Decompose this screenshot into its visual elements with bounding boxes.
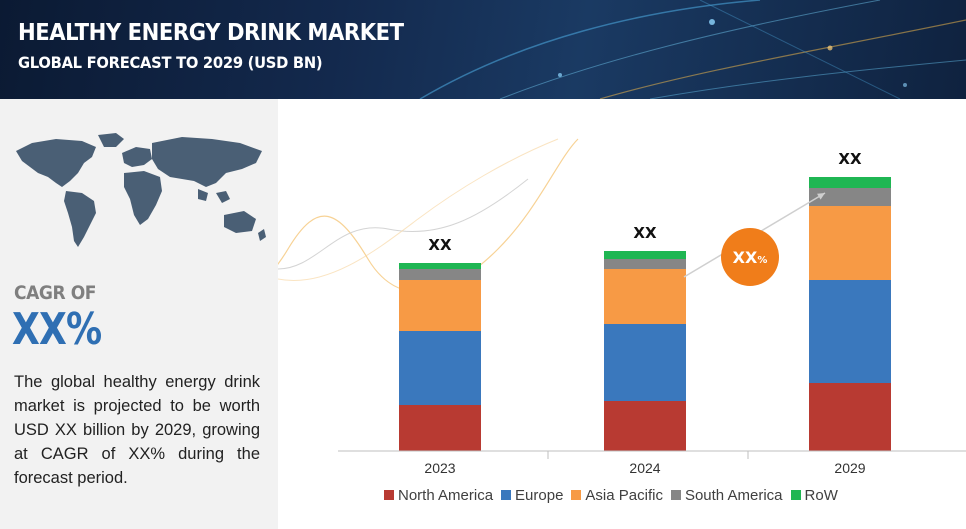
bar-2024-asia-pacific [604,269,686,324]
x-tick-2024: 2024 [629,460,660,476]
legend-swatch-asia-pacific [571,490,582,500]
total-label-2024: XX [633,224,657,242]
bar-2029-south-america [809,188,891,206]
bar-2023-south-america [399,269,481,280]
cagr-badge-value: XX [733,248,758,267]
legend-swatch-south-america [670,490,681,500]
left-info-panel: CAGR OF XX% The global healthy energy dr… [0,99,278,529]
legend-label-asia-pacific: Asia Pacific [585,486,663,504]
bar-2029-north-america [809,383,891,451]
bar-2023-north-america [399,405,481,451]
cagr-label: CAGR OF [14,282,97,304]
bar-2023-row [399,263,481,269]
chart-decorative-curves [278,138,579,293]
cagr-value: XX% [12,304,102,355]
cagr-badge-text: XX% [733,248,768,267]
legend-item-row: RoW [790,486,838,504]
bar-2024-north-america [604,401,686,451]
legend-swatch-north-america [384,490,394,500]
bar-2029-asia-pacific [809,206,891,280]
page-title: HEALTHY ENERGY DRINK MARKET [18,20,404,46]
bar-2024-south-america [604,259,686,269]
bar-2029-row [809,177,891,188]
chart-legend: North America Europe Asia Pacific South Ame… [384,486,838,504]
legend-swatch-europe [501,490,512,500]
total-label-2029: XX [838,150,862,168]
legend-label-row: RoW [804,486,838,504]
legend-item-europe: Europe [501,487,563,504]
legend-item-asia-pacific: Asia Pacific [571,487,663,504]
header-background-decoration [419,0,966,99]
legend-swatch-row [790,490,801,500]
header-banner: HEALTHY ENERGY DRINK MARKET GLOBAL FOREC… [0,0,966,99]
legend-item-north-america: North America [384,487,493,504]
bar-2024-row [604,251,686,259]
market-description: The global healthy energy drink market i… [14,373,260,487]
bar-2023-asia-pacific [399,280,481,331]
cagr-arrow-head [817,193,825,200]
total-label-2023: XX [428,236,452,254]
cagr-badge-unit: % [757,255,767,266]
x-tick-2029: 2029 [834,460,865,476]
x-tick-2023: 2023 [424,460,455,476]
legend-label-north-america: North America [398,486,494,504]
legend-item-south-america: South America [670,486,783,504]
bar-2029-europe [809,280,891,383]
stacked-bar-chart: XX XX XX 2023 2024 2029 XX% [278,138,966,476]
legend-label-south-america: South America [684,486,783,504]
bar-2023-europe [399,331,481,405]
bar-2024-europe [604,324,686,401]
page-subtitle: GLOBAL FORECAST TO 2029 (USD BN) [18,53,323,72]
legend-label-europe: Europe [515,486,564,504]
cagr-badge-circle [721,228,779,286]
world-map-icon [16,133,266,247]
